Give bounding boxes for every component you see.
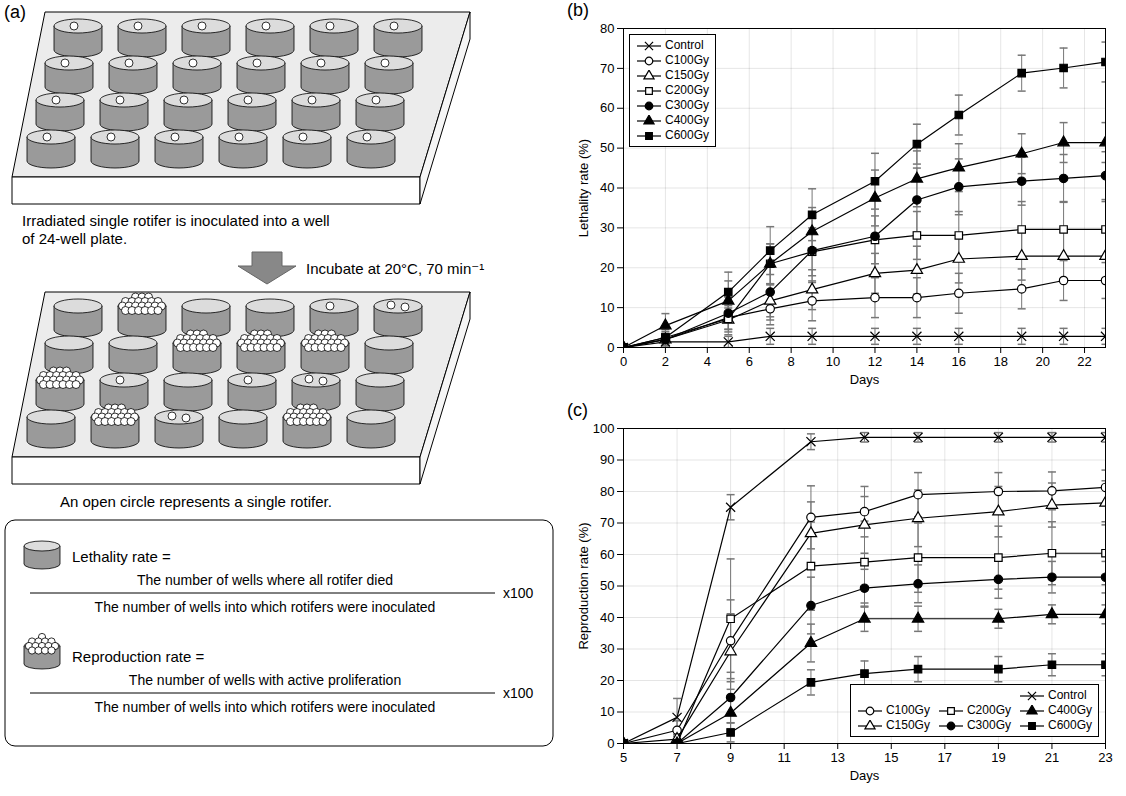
svg-text:12: 12 — [868, 354, 882, 369]
html-text:C600Gy: C600Gy — [665, 128, 709, 142]
svg-text:Incubate at 20°C, 70 min⁻¹: Incubate at 20°C, 70 min⁻¹ — [306, 260, 484, 277]
html-text:C300Gy: C300Gy — [665, 98, 709, 112]
html-text:C100Gy: C100Gy — [885, 703, 930, 717]
svg-text:8: 8 — [788, 354, 795, 369]
svg-text:0: 0 — [607, 736, 614, 751]
svg-text:14: 14 — [910, 354, 924, 369]
svg-text:40: 40 — [600, 180, 614, 195]
svg-text:50: 50 — [600, 140, 614, 155]
svg-text:x100: x100 — [503, 585, 534, 601]
svg-text:60: 60 — [600, 547, 614, 562]
svg-text:Reproduction rate (%): Reproduction rate (%) — [576, 522, 591, 649]
svg-text:21: 21 — [1045, 750, 1059, 765]
svg-text:10: 10 — [600, 300, 614, 315]
svg-text:22: 22 — [1077, 354, 1091, 369]
svg-text:Lethality rate =: Lethality rate = — [72, 548, 171, 565]
html-text:C400Gy: C400Gy — [1048, 703, 1092, 717]
svg-text:The number of wells where all: The number of wells where all rotifer di… — [137, 572, 393, 588]
svg-text:16: 16 — [952, 354, 966, 369]
svg-text:Days: Days — [850, 372, 880, 387]
svg-text:of 24-well plate.: of 24-well plate. — [22, 230, 127, 247]
svg-text:10: 10 — [600, 704, 614, 719]
html-text:(c): (c) — [567, 400, 588, 420]
html-text:C150Gy: C150Gy — [665, 68, 709, 82]
svg-text:Irradiated single rotifer is i: Irradiated single rotifer is inoculated … — [22, 212, 330, 229]
svg-text:20: 20 — [600, 673, 614, 688]
svg-text:An open circle represents a si: An open circle represents a single rotif… — [60, 493, 332, 510]
svg-text:13: 13 — [830, 750, 844, 765]
svg-text:10: 10 — [826, 354, 840, 369]
svg-text:Reproduction rate =: Reproduction rate = — [72, 648, 204, 665]
svg-text:80: 80 — [600, 21, 614, 36]
svg-text:70: 70 — [600, 61, 614, 76]
html-text:Control: Control — [1048, 688, 1087, 702]
html-text:C600Gy: C600Gy — [1048, 718, 1092, 732]
html-text:C200Gy: C200Gy — [665, 83, 709, 97]
svg-text:The number of wells with activ: The number of wells with active prolifer… — [129, 672, 401, 688]
html-text:C100Gy: C100Gy — [665, 53, 709, 67]
svg-text:20: 20 — [600, 260, 614, 275]
svg-text:x100: x100 — [503, 685, 534, 701]
svg-text:6: 6 — [746, 354, 753, 369]
svg-text:70: 70 — [600, 515, 614, 530]
svg-text:23: 23 — [1098, 750, 1112, 765]
svg-text:40: 40 — [600, 610, 614, 625]
svg-text:Days: Days — [850, 768, 880, 783]
svg-text:0: 0 — [620, 354, 627, 369]
html-text:(b): (b) — [567, 0, 589, 20]
svg-text:30: 30 — [600, 220, 614, 235]
svg-text:0: 0 — [607, 340, 614, 355]
svg-text:90: 90 — [600, 452, 614, 467]
svg-text:The number of wells into which: The number of wells into which rotifers … — [95, 699, 436, 715]
svg-text:60: 60 — [600, 100, 614, 115]
svg-text:5: 5 — [620, 750, 627, 765]
svg-text:7: 7 — [673, 750, 680, 765]
svg-text:Lethality rate (%): Lethality rate (%) — [576, 139, 591, 237]
svg-text:The number of wells into which: The number of wells into which rotifers … — [95, 599, 436, 615]
svg-text:20: 20 — [1035, 354, 1049, 369]
svg-text:11: 11 — [777, 750, 791, 765]
html-text:Control: Control — [665, 38, 704, 52]
svg-text:30: 30 — [600, 641, 614, 656]
svg-text:80: 80 — [600, 484, 614, 499]
html-text:C300Gy: C300Gy — [966, 718, 1011, 732]
svg-text:9: 9 — [727, 750, 734, 765]
svg-text:100: 100 — [593, 421, 615, 436]
html-text:C150Gy: C150Gy — [885, 718, 930, 732]
svg-text:50: 50 — [600, 578, 614, 593]
html-text:C400Gy: C400Gy — [665, 113, 709, 127]
svg-text:2: 2 — [662, 354, 669, 369]
html-text:C200Gy: C200Gy — [966, 703, 1011, 717]
svg-text:18: 18 — [993, 354, 1007, 369]
svg-text:4: 4 — [704, 354, 711, 369]
svg-text:15: 15 — [884, 750, 898, 765]
svg-text:17: 17 — [938, 750, 952, 765]
svg-text:19: 19 — [991, 750, 1005, 765]
svg-text:(a): (a) — [4, 2, 26, 22]
